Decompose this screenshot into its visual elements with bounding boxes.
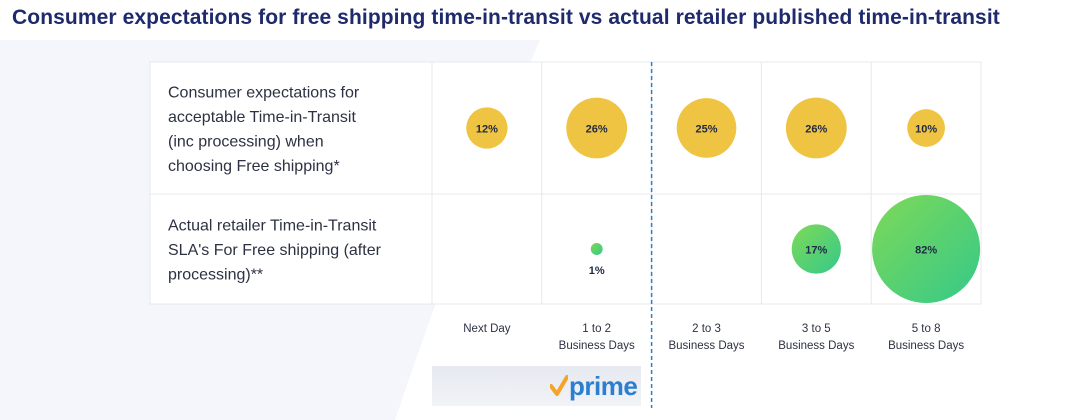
bubble-value-label: 26% xyxy=(586,124,608,136)
page-title: Consumer expectations for free shipping … xyxy=(12,6,1000,29)
bubble-mark xyxy=(785,97,847,159)
table-background xyxy=(149,61,982,305)
category-tick-line: 5 to 8 xyxy=(912,323,941,335)
row-label: Actual retailer Time-in-Transit SLA's For… xyxy=(168,218,382,284)
bubble-value-label: 26% xyxy=(805,124,827,136)
category-tick-line: 1 to 2 xyxy=(582,323,611,335)
prime-logo: prime xyxy=(550,369,638,403)
category-tick-line: Next Day xyxy=(463,323,511,335)
checkmark-icon xyxy=(550,375,568,396)
category-tick-label: 1 to 2 Business Days xyxy=(559,323,635,352)
row-label-line: (inc processing) when xyxy=(168,133,324,150)
row-label-line: Consumer expectations for xyxy=(168,84,360,101)
bubble-mark xyxy=(676,98,737,158)
row-label-line: choosing Free shipping* xyxy=(168,158,340,175)
category-tick-label: Next Day xyxy=(463,323,511,335)
row-label-line: Actual retailer Time-in-Transit xyxy=(168,218,377,235)
category-tick-line: Business Days xyxy=(888,340,964,352)
bubble-value-label: 12% xyxy=(476,124,498,136)
row-label-line: processing)** xyxy=(168,267,263,284)
prime-logo-box: prime xyxy=(432,366,641,406)
bubble-value-label: 1% xyxy=(589,265,605,277)
bubble-mark xyxy=(791,224,841,274)
row-label: Consumer expectations for acceptable Time… xyxy=(168,84,360,175)
bubble-value-label: 82% xyxy=(915,245,937,257)
bubble-mark xyxy=(566,97,628,159)
category-tick-label: 3 to 5 Business Days xyxy=(778,323,854,352)
bubble-value-label: 25% xyxy=(695,124,717,136)
category-tick-line: Business Days xyxy=(778,340,854,352)
category-tick-line: Business Days xyxy=(559,340,635,352)
bubble-mark xyxy=(466,107,508,149)
prime-logo-text: prime xyxy=(569,371,638,401)
category-tick-line: 2 to 3 xyxy=(692,323,721,335)
bubble-value-label: 17% xyxy=(805,245,827,257)
row-label-line: acceptable Time-in-Transit xyxy=(168,109,356,126)
category-tick-line: Business Days xyxy=(668,340,744,352)
category-tick-label: 5 to 8 Business Days xyxy=(888,323,964,352)
category-tick-line: 3 to 5 xyxy=(802,323,831,335)
bubble-mark xyxy=(590,243,603,255)
bubble-mark xyxy=(872,195,981,303)
row-label-line: SLA's For Free shipping (after xyxy=(168,242,382,259)
category-tick-label: 2 to 3 Business Days xyxy=(668,323,744,352)
bubble-value-label: 10% xyxy=(915,124,937,136)
bubble-mark xyxy=(907,109,945,147)
